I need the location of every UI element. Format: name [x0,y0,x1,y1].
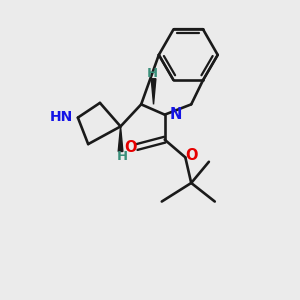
Text: O: O [186,148,198,164]
Text: N: N [170,107,182,122]
Text: H: H [116,150,128,163]
Polygon shape [118,126,123,152]
Text: H: H [146,67,158,80]
Text: O: O [124,140,136,154]
Polygon shape [151,79,156,104]
Text: HN: HN [50,110,74,124]
